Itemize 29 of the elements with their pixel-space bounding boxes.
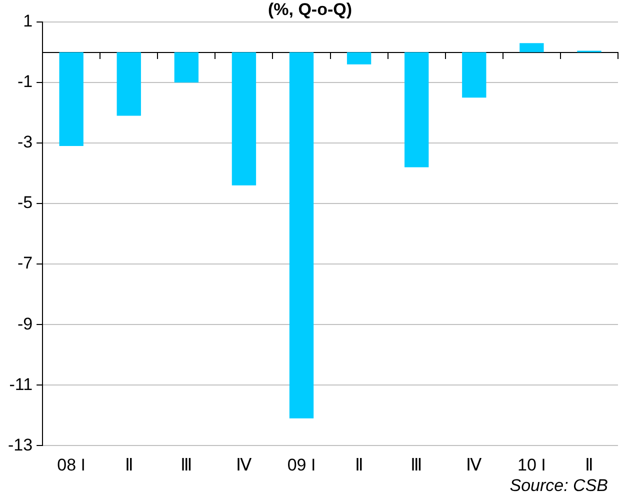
x-tick-label: Ⅲ	[410, 455, 423, 474]
source-note: Source: CSB	[510, 476, 608, 496]
y-tick-label: -9	[17, 314, 33, 334]
x-tick-label: Ⅲ	[180, 455, 192, 474]
bar	[116, 52, 141, 116]
x-tick-label: 08 I	[57, 455, 86, 474]
bar	[346, 52, 372, 64]
y-tick-label: -3	[17, 132, 33, 152]
x-tick-label: Ⅳ	[466, 455, 482, 474]
x-tick-label: Ⅱ	[355, 455, 364, 474]
x-tick-label: Ⅱ	[585, 455, 594, 474]
bar	[520, 43, 544, 52]
bar	[174, 52, 199, 83]
y-tick-label: 1	[23, 12, 33, 31]
bar	[232, 52, 256, 186]
x-tick-label: 10 I	[518, 455, 546, 474]
bar	[59, 52, 84, 146]
y-tick-label: -1	[17, 72, 33, 92]
bar	[289, 52, 314, 418]
x-tick-label: Ⅱ	[124, 455, 133, 474]
y-tick-label: -13	[8, 435, 33, 454]
bar	[404, 52, 429, 168]
x-tick-label: Ⅳ	[236, 455, 252, 474]
chart-title: (%, Q-o-Q)	[268, 0, 352, 19]
bar	[462, 52, 486, 98]
y-tick-label: -11	[9, 374, 33, 394]
x-tick-label: 09 I	[287, 455, 316, 474]
y-tick-label: -5	[17, 193, 33, 212]
y-tick-label: -7	[17, 254, 33, 273]
